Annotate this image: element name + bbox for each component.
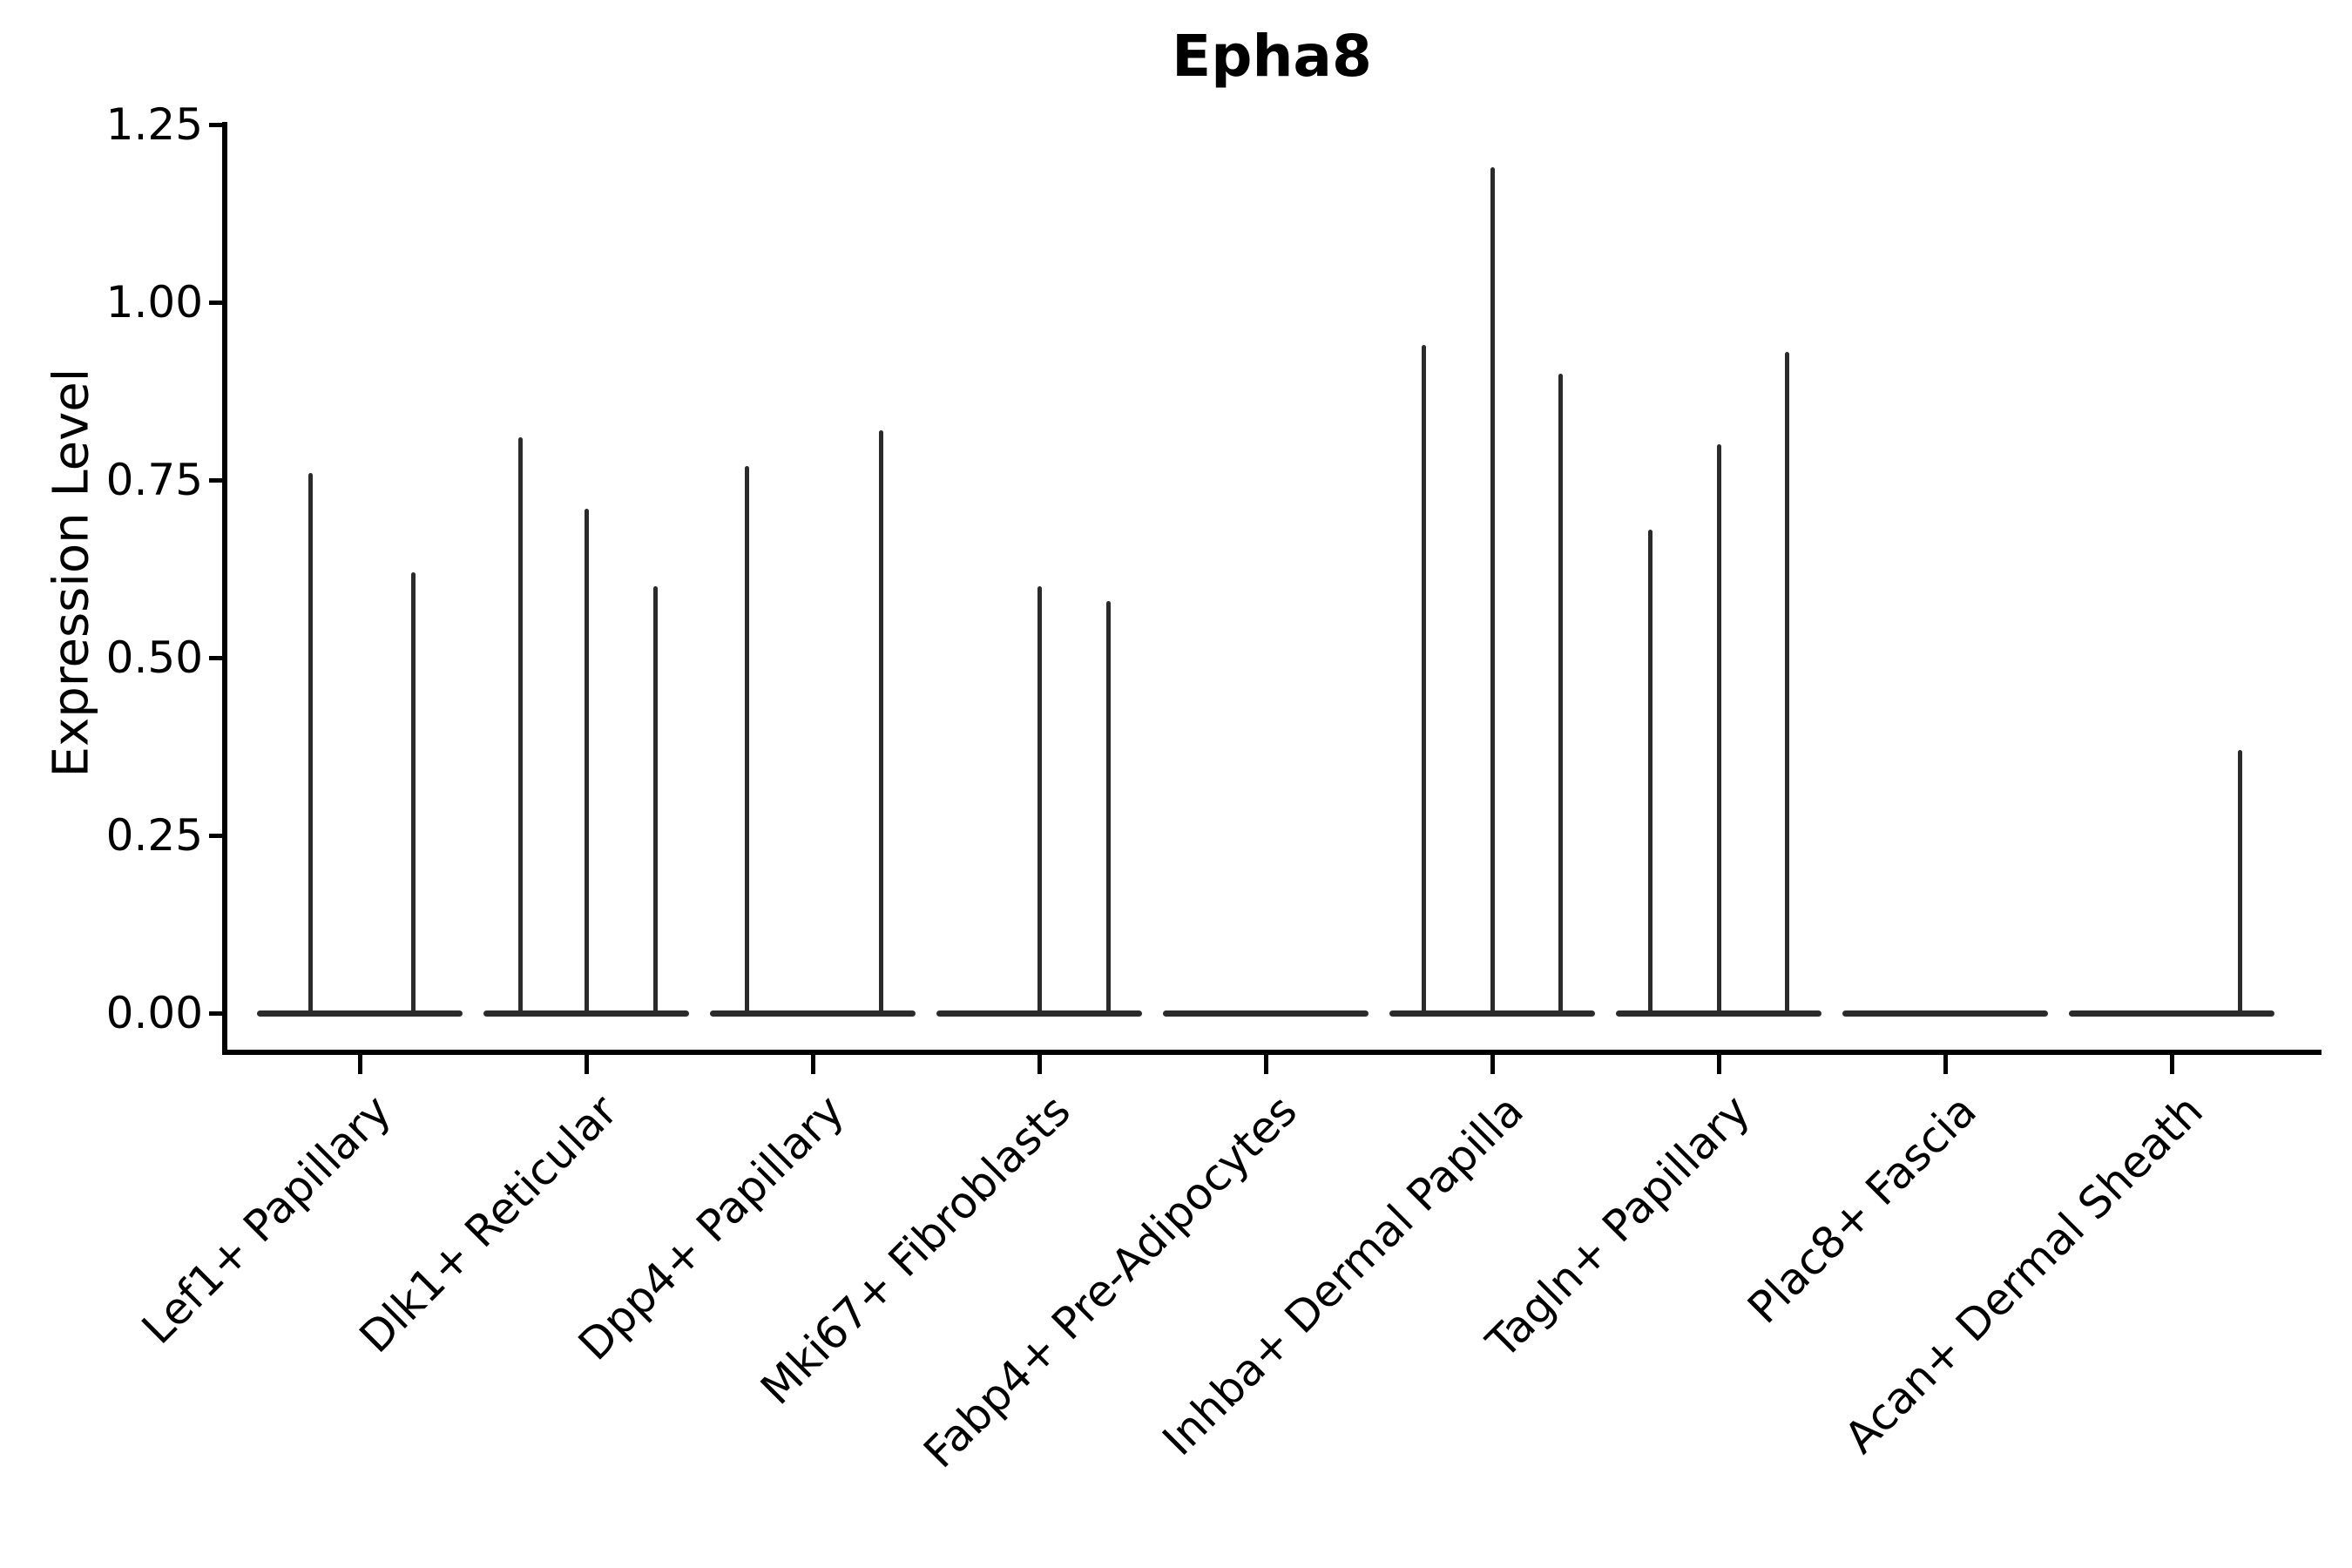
violin-spike [517, 437, 523, 1015]
y-tick-label: 0.50 [105, 632, 203, 683]
x-tick-label: Tagln+ Papillary [1477, 1085, 1760, 1369]
y-tick-mark [209, 1010, 226, 1016]
y-tick-mark [209, 655, 226, 660]
violin-spike [1784, 352, 1789, 1015]
x-tick-mark [810, 1055, 815, 1074]
x-tick-label: Mki67+ Fibroblasts [751, 1085, 1080, 1415]
violin-spike [1716, 444, 1721, 1015]
violin-spike [1037, 586, 1042, 1015]
violin-spike [1490, 166, 1495, 1015]
y-tick-label: 0.75 [105, 455, 203, 505]
violin-spike [308, 472, 313, 1015]
y-tick-mark [209, 122, 226, 127]
x-tick-label: Acan+ Dermal Sheath [1835, 1085, 2213, 1463]
violin-spike [2237, 750, 2242, 1015]
x-tick-label: Dpp4+ Papillary [568, 1085, 854, 1370]
x-tick-mark [2169, 1055, 2174, 1074]
y-tick-mark [209, 833, 226, 838]
violin-spike [1647, 530, 1652, 1015]
y-tick-label: 0.25 [105, 810, 203, 861]
y-tick-label: 0.00 [105, 988, 203, 1038]
violin-baseline [257, 1010, 463, 1017]
x-tick-mark [1037, 1055, 1042, 1074]
x-tick-mark [584, 1055, 589, 1074]
violin-spike [584, 508, 589, 1015]
violin-spike [744, 465, 749, 1015]
x-tick-mark [1716, 1055, 1721, 1074]
violin-spike [1105, 600, 1111, 1015]
x-tick-mark [1263, 1055, 1268, 1074]
y-tick-mark [209, 477, 226, 483]
x-tick-label: Dlk1+ Reticular [349, 1085, 627, 1363]
violin-baseline [1842, 1010, 2048, 1017]
plot-title: Epha8 [1172, 23, 1372, 90]
violin-spike [878, 429, 883, 1015]
y-tick-label: 1.25 [105, 99, 203, 150]
x-tick-mark [1490, 1055, 1495, 1074]
violin-spike [410, 572, 416, 1015]
x-tick-label: Fabp4+ Pre-Adipocytes [914, 1085, 1307, 1478]
y-tick-label: 1.00 [105, 277, 203, 328]
violin-spike [652, 586, 658, 1015]
violin-spike [1421, 344, 1426, 1015]
y-tick-mark [209, 300, 226, 305]
violin-baseline [1163, 1010, 1369, 1017]
x-tick-label: Plac8+ Fascia [1738, 1085, 1986, 1334]
y-axis-spine [222, 122, 227, 1055]
violin-baseline [710, 1010, 916, 1017]
x-tick-label: Inhba+ Dermal Papilla [1152, 1085, 1533, 1466]
violin-spike [1558, 373, 1563, 1015]
x-tick-mark [1943, 1055, 1948, 1074]
violin-baseline [2069, 1010, 2274, 1017]
x-axis-spine [222, 1050, 2322, 1055]
x-tick-mark [357, 1055, 362, 1074]
